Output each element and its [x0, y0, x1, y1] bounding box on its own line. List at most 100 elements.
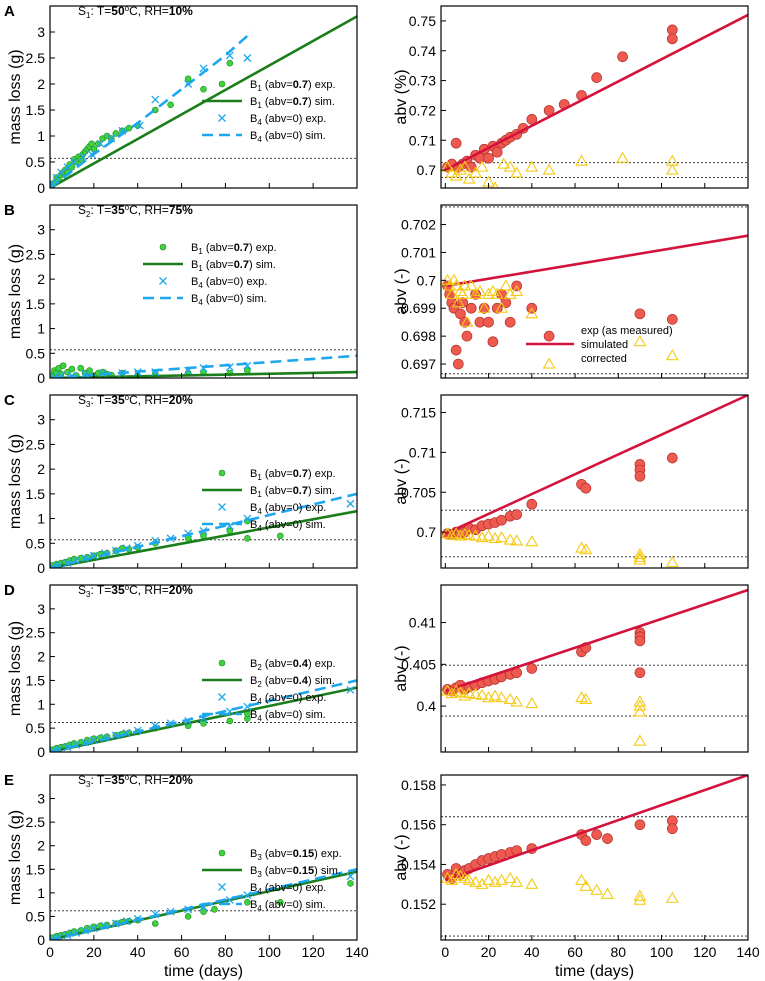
x-axis-label: time (days) — [164, 963, 243, 980]
panel-letter: D — [4, 582, 15, 599]
data-point — [57, 168, 65, 177]
panel-letter: E — [4, 772, 14, 789]
data-point — [70, 158, 79, 166]
data-point — [665, 891, 679, 903]
legend-bold: 0.4 — [293, 675, 309, 687]
data-point — [634, 667, 646, 679]
legend-text: ) exp. — [314, 848, 342, 860]
data-point — [580, 482, 592, 494]
series-b4-sim — [50, 679, 357, 752]
legend-marker — [218, 114, 226, 122]
y-tick-label: 0.154 — [401, 856, 436, 872]
y-tick-label: 0.73 — [409, 73, 436, 89]
x-tick-label: 120 — [693, 944, 717, 960]
title-humidity: 20% — [169, 583, 193, 597]
title-text: C, RH= — [129, 4, 169, 18]
series-b4-sim — [50, 492, 357, 568]
legend-label: B1 (abv=0.7) exp. — [250, 468, 336, 482]
y-tick-label: 0.702 — [401, 217, 436, 233]
legend-label: B1 (abv=0.7) sim. — [250, 485, 335, 499]
series-b1-sim — [50, 370, 357, 378]
data-point — [666, 24, 678, 36]
data-point — [633, 699, 647, 711]
title-temperature: 35 — [111, 203, 125, 217]
legend-marker — [218, 883, 226, 891]
y-axis-label: abv (-) — [393, 645, 410, 691]
data-point — [665, 163, 679, 175]
x-tick-label: 60 — [567, 944, 583, 960]
data-point — [458, 689, 472, 701]
plot-area — [441, 234, 748, 370]
data-point — [81, 738, 90, 747]
legend-prefix: B — [250, 709, 257, 721]
plot-area — [441, 395, 748, 567]
axes-box — [49, 394, 358, 569]
data-point — [458, 527, 472, 540]
plot-area — [50, 354, 357, 378]
title-subscript: 2 — [86, 210, 91, 219]
series-corrected — [441, 151, 679, 188]
series-line — [50, 492, 357, 568]
legend-label: B4 (abv=0) sim. — [250, 519, 326, 533]
legend-text: ) sim. — [249, 259, 276, 271]
data-point — [465, 161, 477, 173]
legend-text: (abv= — [262, 848, 293, 860]
y-tick-label: 0.72 — [409, 102, 436, 118]
data-point — [451, 296, 465, 308]
data-point — [504, 316, 516, 328]
data-point — [460, 315, 474, 327]
legend-bold: 0.4 — [293, 658, 309, 670]
legend-text: (abv= — [262, 79, 293, 91]
legend-bold: 0.7 — [293, 96, 308, 108]
plot-area — [50, 679, 357, 752]
legend-subscript: 1 — [198, 264, 203, 273]
data-point — [634, 470, 646, 482]
y-tick-label: 1.5 — [26, 672, 46, 688]
legend-prefix: B — [191, 293, 198, 305]
legend-text: (abv= — [203, 259, 234, 271]
title-humidity: 75% — [169, 203, 193, 217]
data-point — [499, 279, 513, 291]
data-point — [482, 287, 496, 299]
series-exp — [442, 815, 678, 884]
y-tick-label: 2.5 — [26, 246, 46, 262]
legend-bold: 0.7 — [234, 259, 249, 271]
data-point — [634, 308, 646, 320]
legend-label: B3 (abv=0.15) exp. — [250, 848, 342, 862]
series-line — [444, 13, 748, 172]
data-point — [579, 879, 593, 891]
title-degree: o — [125, 583, 130, 592]
axes-box — [440, 584, 749, 753]
title-humidity: 20% — [169, 393, 193, 407]
data-point — [543, 105, 555, 116]
data-point — [579, 692, 593, 704]
data-point — [579, 543, 593, 555]
data-point — [462, 686, 476, 699]
data-point — [634, 635, 646, 647]
y-axis-label: abv (-) — [393, 834, 410, 880]
data-point — [500, 297, 512, 309]
data-point — [490, 287, 504, 299]
series-simulated — [444, 588, 748, 693]
plot-area — [441, 13, 748, 188]
legend-subscript: 3 — [257, 853, 262, 862]
legend-text: (abv=0) sim. — [262, 519, 326, 531]
legend-marker — [218, 80, 226, 88]
y-tick-label: 0.75 — [409, 13, 436, 29]
data-point — [616, 151, 630, 163]
legend-bold: 0.15 — [293, 848, 314, 860]
panel-C2: 0.7 0.705 0.71 0.715 abv (-) — [393, 394, 749, 569]
series-simulated — [445, 234, 748, 288]
data-point — [633, 893, 647, 905]
legend-bold: 0.7 — [293, 485, 308, 497]
series-line — [50, 354, 357, 378]
series-b4-sim — [50, 354, 357, 378]
data-point — [469, 287, 483, 299]
legend: B3 (abv=0.15) exp.B3 (abv=0.15) sim.B4 (… — [202, 848, 342, 913]
data-point — [462, 528, 476, 540]
title-subscript: 3 — [86, 590, 91, 599]
axes-box — [49, 584, 358, 753]
axes-box — [440, 5, 749, 189]
legend-text: ) sim. — [314, 865, 341, 877]
